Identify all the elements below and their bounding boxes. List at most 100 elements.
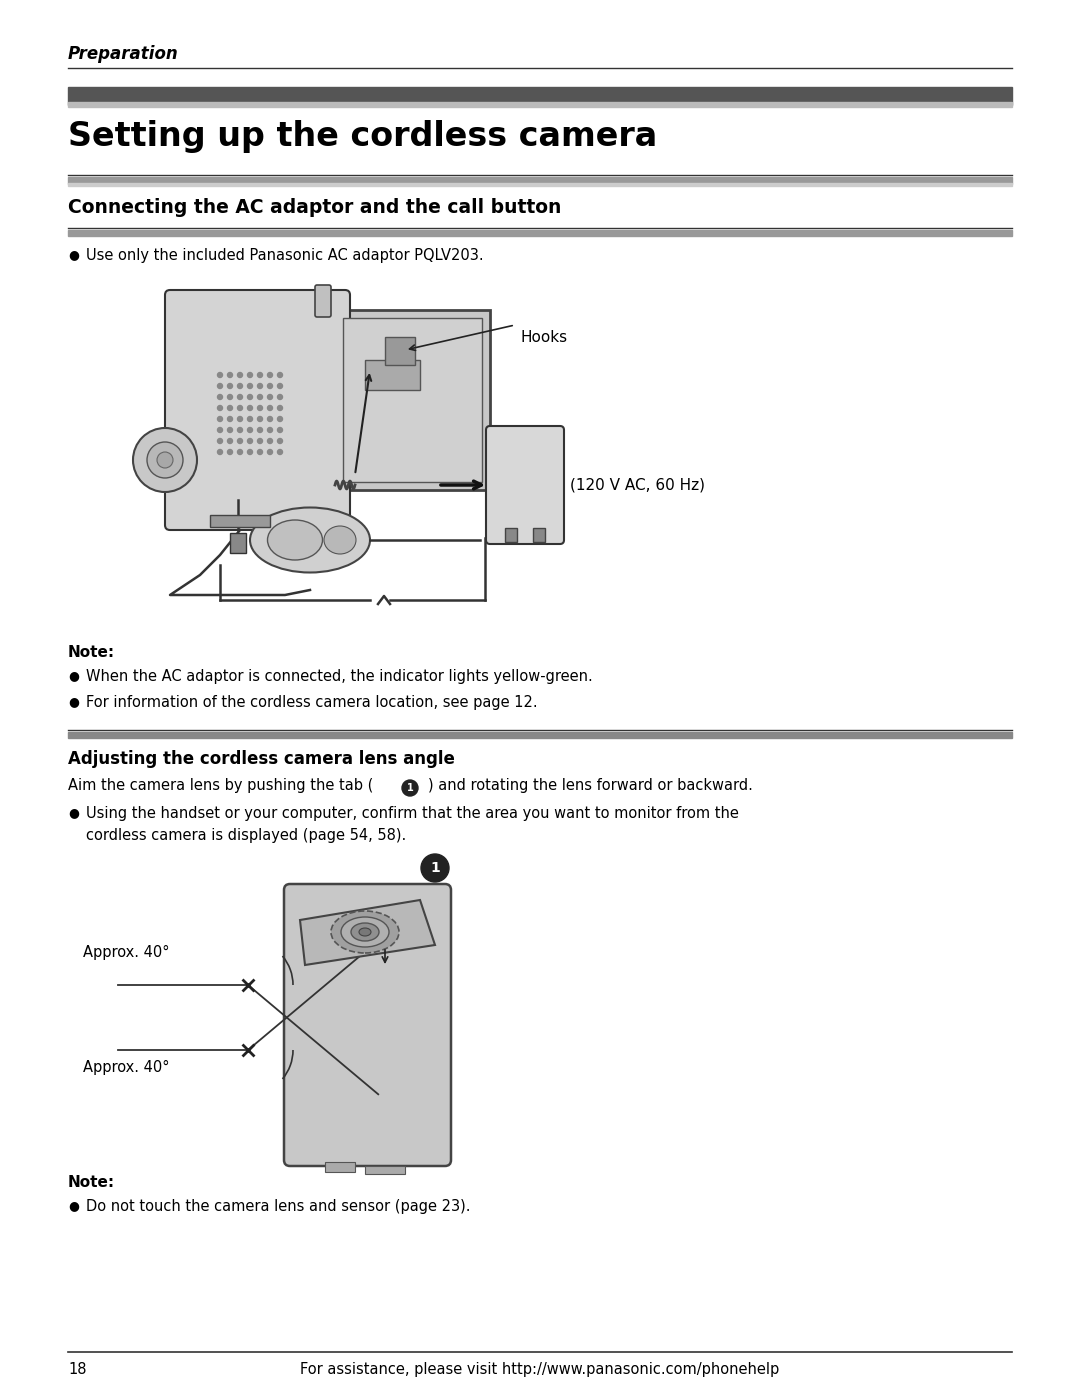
Circle shape xyxy=(217,416,222,422)
Circle shape xyxy=(247,394,253,400)
Circle shape xyxy=(278,416,283,422)
Circle shape xyxy=(228,427,232,433)
FancyBboxPatch shape xyxy=(486,426,564,543)
FancyBboxPatch shape xyxy=(284,884,451,1166)
Circle shape xyxy=(247,416,253,422)
Text: Setting up the cordless camera: Setting up the cordless camera xyxy=(68,120,658,154)
Circle shape xyxy=(278,384,283,388)
Circle shape xyxy=(257,450,262,454)
Ellipse shape xyxy=(324,527,356,555)
Circle shape xyxy=(268,439,272,443)
Circle shape xyxy=(228,405,232,411)
Text: Do not touch the camera lens and sensor (page 23).: Do not touch the camera lens and sensor … xyxy=(86,1199,471,1214)
Text: Note:: Note: xyxy=(68,1175,116,1190)
FancyBboxPatch shape xyxy=(315,285,330,317)
Circle shape xyxy=(238,427,243,433)
Bar xyxy=(68,183,1012,186)
Circle shape xyxy=(268,416,272,422)
Circle shape xyxy=(228,384,232,388)
Text: ●: ● xyxy=(68,694,79,708)
Circle shape xyxy=(257,439,262,443)
Text: Note:: Note: xyxy=(68,645,116,659)
Circle shape xyxy=(238,450,243,454)
Circle shape xyxy=(268,373,272,377)
Bar xyxy=(68,732,1012,738)
Circle shape xyxy=(402,780,418,796)
Circle shape xyxy=(133,427,197,492)
Circle shape xyxy=(217,394,222,400)
Circle shape xyxy=(257,427,262,433)
Circle shape xyxy=(228,439,232,443)
Text: Connecting the AC adaptor and the call button: Connecting the AC adaptor and the call b… xyxy=(68,198,562,217)
Circle shape xyxy=(217,373,222,377)
Circle shape xyxy=(217,427,222,433)
Circle shape xyxy=(278,427,283,433)
Text: 1: 1 xyxy=(430,861,440,875)
Bar xyxy=(68,177,1012,184)
Circle shape xyxy=(268,450,272,454)
Circle shape xyxy=(238,439,243,443)
Circle shape xyxy=(247,439,253,443)
Bar xyxy=(68,231,1012,236)
Bar xyxy=(384,337,415,365)
Circle shape xyxy=(157,453,173,468)
Circle shape xyxy=(247,373,253,377)
Circle shape xyxy=(247,384,253,388)
Circle shape xyxy=(228,450,232,454)
Polygon shape xyxy=(300,900,435,965)
Text: ) and rotating the lens forward or backward.: ) and rotating the lens forward or backw… xyxy=(428,778,753,793)
Circle shape xyxy=(238,394,243,400)
Circle shape xyxy=(217,384,222,388)
Bar xyxy=(505,528,517,542)
Bar xyxy=(210,515,270,527)
Text: ●: ● xyxy=(68,669,79,682)
Circle shape xyxy=(278,373,283,377)
Circle shape xyxy=(278,439,283,443)
Text: (120 V AC, 60 Hz): (120 V AC, 60 Hz) xyxy=(570,478,705,493)
Bar xyxy=(68,87,1012,105)
Circle shape xyxy=(268,405,272,411)
FancyBboxPatch shape xyxy=(165,291,350,529)
Bar xyxy=(335,310,490,490)
Circle shape xyxy=(247,450,253,454)
Text: Use only the included Panasonic AC adaptor PQLV203.: Use only the included Panasonic AC adapt… xyxy=(86,249,484,263)
Circle shape xyxy=(257,416,262,422)
Circle shape xyxy=(257,384,262,388)
Circle shape xyxy=(238,373,243,377)
Text: 1: 1 xyxy=(407,782,414,793)
Text: Approx. 40°: Approx. 40° xyxy=(83,944,170,960)
Ellipse shape xyxy=(359,928,372,936)
Circle shape xyxy=(247,405,253,411)
Ellipse shape xyxy=(249,507,370,573)
Text: Hooks: Hooks xyxy=(519,330,567,345)
Text: Adjusting the cordless camera lens angle: Adjusting the cordless camera lens angle xyxy=(68,750,455,768)
Bar xyxy=(343,319,482,482)
Circle shape xyxy=(247,427,253,433)
Text: When the AC adaptor is connected, the indicator lights yellow-green.: When the AC adaptor is connected, the in… xyxy=(86,669,593,685)
Circle shape xyxy=(228,416,232,422)
Text: ●: ● xyxy=(68,1199,79,1213)
Circle shape xyxy=(268,384,272,388)
Bar xyxy=(365,1166,405,1173)
Text: ●: ● xyxy=(68,806,79,819)
Circle shape xyxy=(238,384,243,388)
Bar xyxy=(365,360,420,390)
Text: For assistance, please visit http://www.panasonic.com/phonehelp: For assistance, please visit http://www.… xyxy=(300,1362,780,1377)
Bar xyxy=(325,1162,355,1172)
Circle shape xyxy=(257,394,262,400)
Circle shape xyxy=(268,427,272,433)
Circle shape xyxy=(238,405,243,411)
Bar xyxy=(68,102,1012,108)
Text: ●: ● xyxy=(68,249,79,261)
Text: Using the handset or your computer, confirm that the area you want to monitor fr: Using the handset or your computer, conf… xyxy=(86,806,739,821)
Circle shape xyxy=(217,439,222,443)
Ellipse shape xyxy=(341,916,389,947)
Text: Approx. 40°: Approx. 40° xyxy=(83,1060,170,1076)
Text: For information of the cordless camera location, see page 12.: For information of the cordless camera l… xyxy=(86,694,538,710)
Bar xyxy=(230,534,246,553)
Text: 18: 18 xyxy=(68,1362,86,1377)
Circle shape xyxy=(217,405,222,411)
Circle shape xyxy=(278,394,283,400)
Circle shape xyxy=(268,394,272,400)
Circle shape xyxy=(147,441,183,478)
